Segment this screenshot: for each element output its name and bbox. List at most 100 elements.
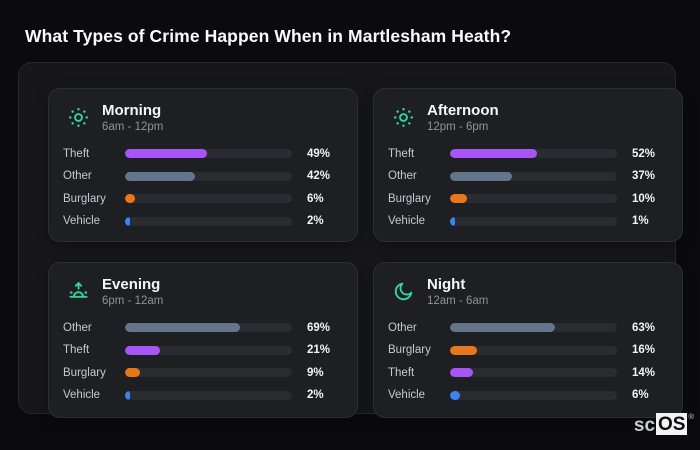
panel-heading: Morning 6am - 12pm — [102, 102, 163, 133]
crime-label: Other — [63, 321, 92, 334]
crime-percentage: 2% — [307, 389, 324, 402]
bar-chart: Other 69% Theft 21% Burglary 9% Vehicle … — [63, 321, 343, 402]
panel-heading: Afternoon 12pm - 6pm — [427, 102, 499, 133]
bar-fill — [125, 149, 207, 159]
bar-chart: Theft 49% Other 42% Burglary 6% Vehicle … — [63, 147, 343, 228]
crime-row: Burglary 10% — [388, 192, 668, 205]
bar-track — [125, 194, 292, 204]
sun-dots-icon — [65, 105, 91, 131]
crime-label: Other — [388, 321, 417, 334]
crime-percentage: 6% — [632, 389, 649, 402]
crime-percentage: 10% — [632, 192, 656, 205]
crime-label: Other — [63, 170, 92, 183]
scos-logo-prefix: sc — [633, 415, 656, 436]
bar-chart: Other 63% Burglary 16% Theft 14% Vehicle… — [388, 321, 668, 402]
crime-row: Burglary 9% — [63, 366, 343, 379]
crime-row: Other 69% — [63, 321, 343, 334]
moon-icon — [390, 279, 416, 305]
scos-logo-suffix: OS — [656, 413, 688, 435]
bar-fill — [125, 171, 196, 181]
panels-grid: Morning 6am - 12pm Theft 49% Other 42% B… — [48, 88, 683, 418]
panel-title: Evening — [102, 276, 161, 293]
crime-label: Theft — [388, 147, 415, 160]
crime-row: Theft 21% — [63, 344, 343, 357]
panel-time-range: 12am - 6am — [427, 295, 489, 308]
bar-track — [450, 149, 617, 159]
crime-row: Other 42% — [63, 170, 343, 183]
panel-title: Morning — [102, 102, 162, 119]
panel-evening: Evening 6pm - 12am Other 69% Theft 21% B… — [48, 262, 358, 418]
bar-fill — [450, 216, 455, 226]
crime-label: Theft — [63, 147, 90, 160]
panel-time-range: 6am - 12pm — [102, 121, 164, 134]
bar-fill — [125, 323, 241, 333]
crime-percentage: 63% — [632, 321, 656, 334]
crime-percentage: 1% — [632, 215, 649, 228]
panel-night: Night 12am - 6am Other 63% Burglary 16% … — [373, 262, 683, 418]
crime-percentage: 52% — [632, 147, 656, 160]
bar-track — [125, 149, 292, 159]
bar-fill — [450, 171, 512, 181]
sun-dots-icon — [390, 105, 416, 131]
crime-label: Vehicle — [63, 389, 101, 402]
crime-percentage: 2% — [307, 215, 324, 228]
bar-track — [450, 368, 617, 378]
panel-heading: Night 12am - 6am — [427, 276, 488, 307]
bar-fill — [450, 390, 461, 400]
crime-label: Other — [388, 170, 417, 183]
crime-row: Burglary 6% — [63, 192, 343, 205]
bar-track — [125, 345, 292, 355]
bar-track — [125, 368, 292, 378]
panel-heading: Evening 6pm - 12am — [102, 276, 163, 307]
crime-percentage: 6% — [307, 192, 324, 205]
panel-afternoon: Afternoon 12pm - 6pm Theft 52% Other 37%… — [373, 88, 683, 242]
crime-label: Burglary — [388, 192, 431, 205]
crime-row: Theft 49% — [63, 147, 343, 160]
crime-row: Other 37% — [388, 170, 668, 183]
crime-row: Other 63% — [388, 321, 668, 334]
bar-fill — [125, 390, 130, 400]
crime-percentage: 16% — [632, 344, 656, 357]
crime-label: Burglary — [388, 344, 431, 357]
bar-track — [125, 390, 292, 400]
bar-track — [450, 194, 617, 204]
bar-fill — [450, 149, 537, 159]
page-title: What Types of Crime Happen When in Martl… — [25, 26, 512, 46]
bar-track — [125, 323, 292, 333]
bar-track — [125, 216, 292, 226]
crime-label: Burglary — [63, 366, 106, 379]
bar-track — [125, 171, 292, 181]
crime-percentage: 49% — [307, 147, 331, 160]
bar-fill — [450, 345, 477, 355]
crime-row: Theft 14% — [388, 366, 668, 379]
bar-track — [450, 171, 617, 181]
crime-label: Theft — [388, 366, 415, 379]
panel-title: Afternoon — [427, 102, 499, 119]
crime-percentage: 37% — [632, 170, 656, 183]
panel-time-range: 6pm - 12am — [102, 295, 164, 308]
scos-logo: sc OS ® — [634, 413, 694, 435]
panel-time-range: 12pm - 6pm — [427, 121, 489, 134]
bar-chart: Theft 52% Other 37% Burglary 10% Vehicle… — [388, 147, 668, 228]
bar-track — [450, 345, 617, 355]
registered-trademark-icon: ® — [688, 412, 694, 421]
crime-label: Vehicle — [63, 215, 101, 228]
bar-fill — [125, 216, 130, 226]
crime-row: Theft 52% — [388, 147, 668, 160]
crime-label: Burglary — [63, 192, 106, 205]
bar-fill — [450, 368, 474, 378]
bar-track — [450, 216, 617, 226]
bar-fill — [450, 194, 467, 204]
crime-percentage: 21% — [307, 344, 331, 357]
crime-row: Vehicle 1% — [388, 215, 668, 228]
panel-header: Morning 6am - 12pm — [63, 102, 343, 133]
crime-percentage: 9% — [307, 366, 324, 379]
crime-percentage: 42% — [307, 170, 331, 183]
crime-row: Burglary 16% — [388, 344, 668, 357]
bar-track — [450, 323, 617, 333]
crime-percentage: 14% — [632, 366, 656, 379]
bar-fill — [450, 323, 556, 333]
crime-row: Vehicle 6% — [388, 389, 668, 402]
panel-title: Night — [427, 276, 466, 293]
crime-label: Theft — [63, 344, 90, 357]
